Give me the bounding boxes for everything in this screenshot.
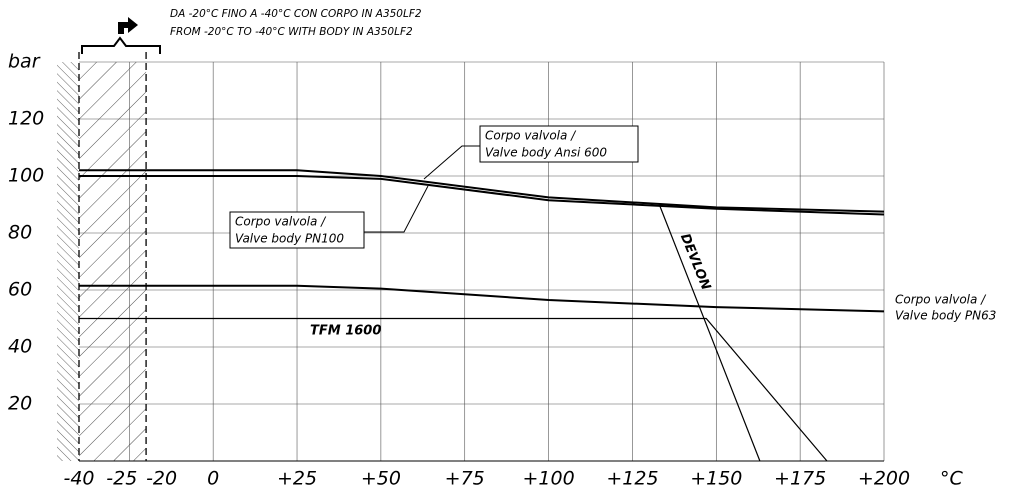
series-line	[658, 204, 761, 462]
x-tick-label: +75	[445, 468, 485, 490]
y-tick-label: 40	[8, 336, 32, 358]
leader-line	[364, 185, 429, 233]
y-tick-label: 120	[8, 108, 44, 130]
x-tick-label: +200	[858, 468, 910, 490]
series-line	[79, 284, 885, 313]
x-tick-label: 0	[207, 468, 219, 490]
y-tick-label: 100	[8, 165, 44, 187]
series-label: Corpo valvola / Valve body Ansi 600	[423, 125, 639, 180]
y-tick-label: 60	[8, 279, 32, 301]
x-tick-label: -20	[146, 468, 177, 490]
series-label: Corpo valvola / Valve body PN63	[895, 293, 996, 323]
hatch-wide	[79, 62, 147, 461]
y-axis-label: bar	[8, 51, 41, 73]
x-tick-label: -25	[106, 468, 137, 490]
series-line	[79, 317, 828, 462]
x-tick-label: +50	[361, 468, 401, 490]
note-line: DA -20°C FINO A -40°C CON CORPO IN A350L…	[170, 8, 422, 20]
x-tick-label: +150	[690, 468, 742, 490]
x-tick-label: +25	[277, 468, 317, 490]
label-line: Valve body PN63	[895, 309, 996, 323]
series-label: Corpo valvola / Valve body PN100	[229, 185, 429, 249]
label-box	[479, 125, 639, 163]
bracket	[81, 36, 161, 54]
x-axis-label: °C	[940, 468, 964, 490]
series-label: TFM 1600	[310, 324, 381, 339]
label-line: Corpo valvola /	[485, 129, 577, 143]
series-line	[79, 175, 885, 216]
x-tick-label: +175	[774, 468, 826, 490]
hatch-dense	[57, 62, 79, 461]
leader-line	[423, 145, 480, 180]
label-line: Corpo valvola /	[235, 215, 327, 229]
y-tick-label: 80	[8, 222, 32, 244]
label-line: Corpo valvola /	[895, 293, 987, 307]
series-line	[79, 169, 885, 213]
label-line: Valve body PN100	[235, 232, 344, 246]
label-line: Valve body Ansi 600	[485, 146, 607, 160]
x-tick-label: +100	[522, 468, 574, 490]
y-tick-label: 20	[8, 393, 32, 415]
top-note: DA -20°C FINO A -40°C CON CORPO IN A350L…	[81, 8, 422, 54]
x-tick-label: +125	[606, 468, 658, 490]
arrow-icon	[118, 17, 138, 34]
label-box	[229, 211, 365, 249]
x-tick-label: -40	[63, 468, 94, 490]
note-line: FROM -20°C TO -40°C WITH BODY IN A350LF2	[170, 26, 413, 38]
